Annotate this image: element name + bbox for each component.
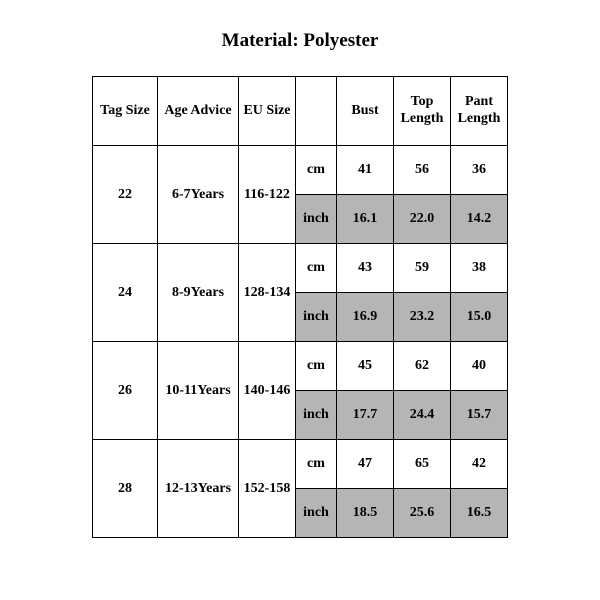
col-eu: EU Size bbox=[239, 77, 296, 146]
cell-eu: 140-146 bbox=[239, 342, 296, 440]
cell-unit: cm bbox=[296, 440, 337, 489]
cell-tag: 24 bbox=[93, 244, 158, 342]
cell-bust: 45 bbox=[337, 342, 394, 391]
cell-pant: 38 bbox=[451, 244, 508, 293]
cell-age: 10-11Years bbox=[158, 342, 239, 440]
cell-bust: 41 bbox=[337, 146, 394, 195]
table-row: 26 10-11Years 140-146 cm 45 62 40 bbox=[93, 342, 508, 391]
cell-top: 62 bbox=[394, 342, 451, 391]
cell-unit: cm bbox=[296, 342, 337, 391]
col-top: Top Length bbox=[394, 77, 451, 146]
cell-bust: 16.9 bbox=[337, 293, 394, 342]
cell-top: 59 bbox=[394, 244, 451, 293]
cell-top: 65 bbox=[394, 440, 451, 489]
cell-unit: inch bbox=[296, 293, 337, 342]
col-bust: Bust bbox=[337, 77, 394, 146]
size-table: Tag Size Age Advice EU Size Bust Top Len… bbox=[92, 76, 508, 538]
cell-bust: 47 bbox=[337, 440, 394, 489]
col-tag: Tag Size bbox=[93, 77, 158, 146]
table-body: 22 6-7Years 116-122 cm 41 56 36 inch 16.… bbox=[93, 146, 508, 538]
col-age: Age Advice bbox=[158, 77, 239, 146]
cell-age: 8-9Years bbox=[158, 244, 239, 342]
cell-tag: 22 bbox=[93, 146, 158, 244]
cell-pant: 15.7 bbox=[451, 391, 508, 440]
cell-top: 24.4 bbox=[394, 391, 451, 440]
cell-top: 25.6 bbox=[394, 489, 451, 538]
cell-unit: cm bbox=[296, 146, 337, 195]
cell-unit: inch bbox=[296, 391, 337, 440]
cell-top: 23.2 bbox=[394, 293, 451, 342]
page-title: Material: Polyester bbox=[0, 30, 600, 52]
cell-top: 56 bbox=[394, 146, 451, 195]
col-pant: Pant Length bbox=[451, 77, 508, 146]
cell-unit: inch bbox=[296, 489, 337, 538]
cell-pant: 15.0 bbox=[451, 293, 508, 342]
cell-pant: 16.5 bbox=[451, 489, 508, 538]
cell-bust: 17.7 bbox=[337, 391, 394, 440]
table-row: 24 8-9Years 128-134 cm 43 59 38 bbox=[93, 244, 508, 293]
cell-age: 12-13Years bbox=[158, 440, 239, 538]
cell-top: 22.0 bbox=[394, 195, 451, 244]
cell-age: 6-7Years bbox=[158, 146, 239, 244]
col-unit bbox=[296, 77, 337, 146]
cell-bust: 43 bbox=[337, 244, 394, 293]
table-row: 22 6-7Years 116-122 cm 41 56 36 bbox=[93, 146, 508, 195]
cell-pant: 42 bbox=[451, 440, 508, 489]
cell-bust: 16.1 bbox=[337, 195, 394, 244]
table-row: 28 12-13Years 152-158 cm 47 65 42 bbox=[93, 440, 508, 489]
page: Material: Polyester Tag Size Age Advice … bbox=[0, 0, 600, 600]
cell-tag: 26 bbox=[93, 342, 158, 440]
cell-pant: 40 bbox=[451, 342, 508, 391]
cell-eu: 128-134 bbox=[239, 244, 296, 342]
cell-bust: 18.5 bbox=[337, 489, 394, 538]
cell-pant: 36 bbox=[451, 146, 508, 195]
cell-eu: 152-158 bbox=[239, 440, 296, 538]
cell-unit: cm bbox=[296, 244, 337, 293]
cell-pant: 14.2 bbox=[451, 195, 508, 244]
header-row: Tag Size Age Advice EU Size Bust Top Len… bbox=[93, 77, 508, 146]
cell-unit: inch bbox=[296, 195, 337, 244]
cell-tag: 28 bbox=[93, 440, 158, 538]
cell-eu: 116-122 bbox=[239, 146, 296, 244]
